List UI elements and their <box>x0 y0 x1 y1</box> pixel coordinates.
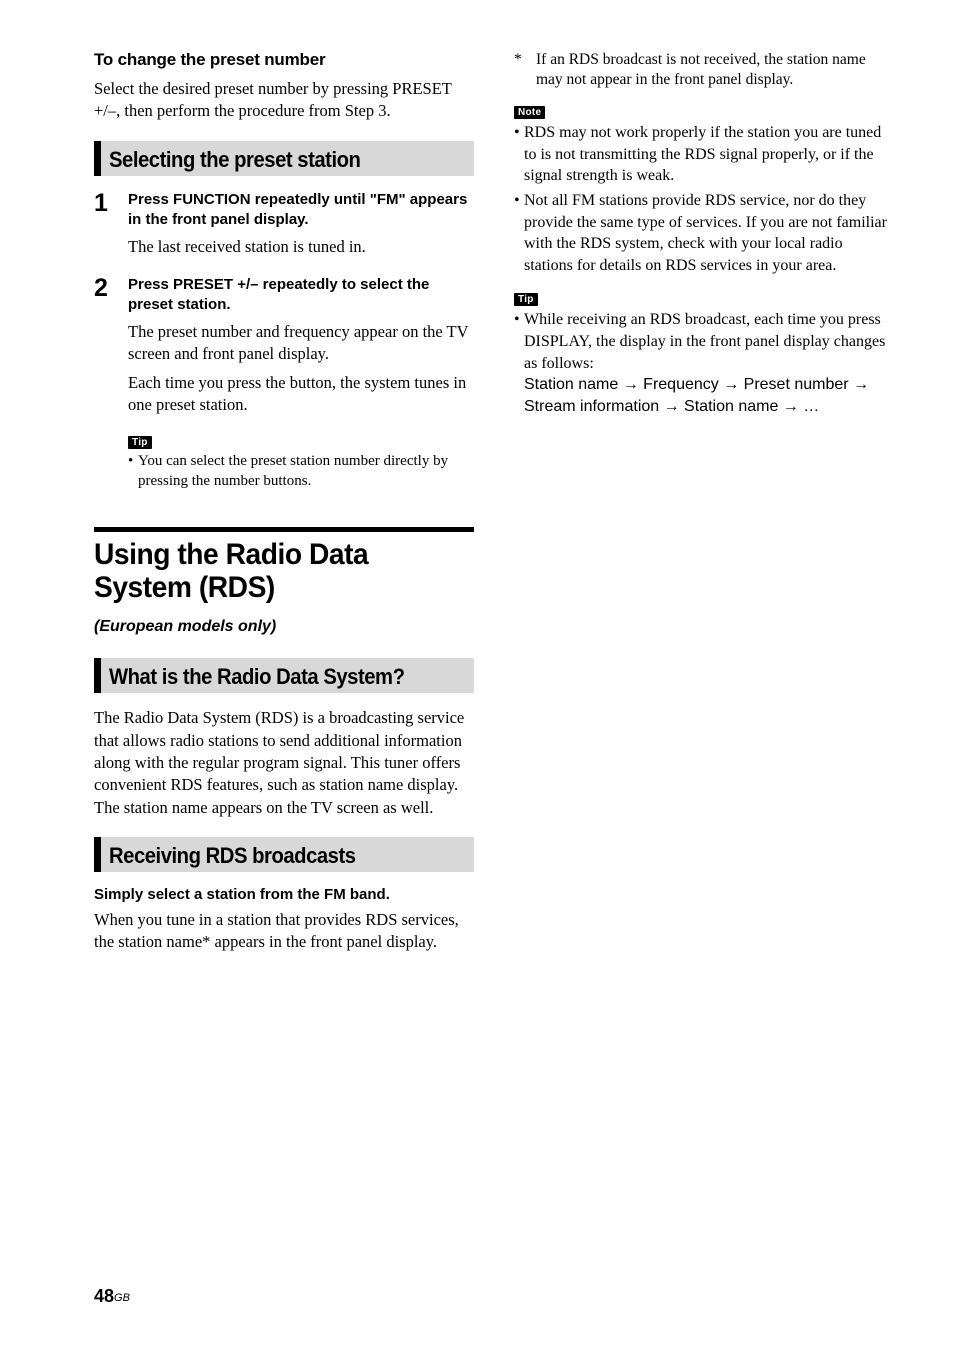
page-region: GB <box>114 1292 130 1304</box>
bullet-dot-icon: • <box>514 309 524 417</box>
tip-bullet-right-body: While receiving an RDS broadcast, each t… <box>524 309 894 417</box>
tip-badge-right: Tip <box>514 293 538 306</box>
section-divider <box>94 527 474 532</box>
tip-flow-text: Station name → Frequency → Preset number… <box>524 376 869 415</box>
step-1-number: 1 <box>94 190 128 265</box>
footnote-text: If an RDS broadcast is not received, the… <box>536 50 894 90</box>
tip-bullet-right-intro: While receiving an RDS broadcast, each t… <box>524 311 885 371</box>
step-2-heading: Press PRESET +/– repeatedly to select th… <box>128 275 474 316</box>
paragraph-change-preset: Select the desired preset number by pres… <box>94 78 474 123</box>
heading-change-preset: To change the preset number <box>94 50 474 70</box>
step-2-body: Press PRESET +/– repeatedly to select th… <box>128 275 474 423</box>
content-columns: To change the preset number Select the d… <box>94 50 894 972</box>
section-bar-receiving: Receiving RDS broadcasts <box>94 837 474 872</box>
section-bar-selecting: Selecting the preset station <box>94 141 474 176</box>
bullet-dot-icon: • <box>514 190 524 276</box>
tip-bullet-text: You can select the preset station number… <box>138 452 474 491</box>
step-1-body: Press FUNCTION repeatedly until "FM" app… <box>128 190 474 265</box>
paragraph-whatis: The Radio Data System (RDS) is a broadca… <box>94 707 474 818</box>
footnote: * If an RDS broadcast is not received, t… <box>514 50 894 90</box>
footnote-star: * <box>514 50 536 90</box>
subtitle-european: (European models only) <box>94 618 474 636</box>
tip-bullets-right: • While receiving an RDS broadcast, each… <box>514 309 894 417</box>
step-2: 2 Press PRESET +/– repeatedly to select … <box>94 275 474 423</box>
page-number-value: 48 <box>94 1286 114 1306</box>
right-column: * If an RDS broadcast is not received, t… <box>514 50 894 972</box>
section-bar-whatis: What is the Radio Data System? <box>94 658 474 693</box>
tip-bullet: • You can select the preset station numb… <box>128 452 474 491</box>
section-bar-whatis-text: What is the Radio Data System? <box>109 664 436 689</box>
note-bullet-1: • RDS may not work properly if the stati… <box>514 122 894 187</box>
step-2-number: 2 <box>94 275 128 423</box>
section-bar-receiving-text: Receiving RDS broadcasts <box>109 843 436 868</box>
tip-bullet-right: • While receiving an RDS broadcast, each… <box>514 309 894 417</box>
step-2-text2: Each time you press the button, the syst… <box>128 372 474 417</box>
step-tip-block: Tip • You can select the preset station … <box>102 432 474 491</box>
step-1-text: The last received station is tuned in. <box>128 236 474 258</box>
note-bullet-1-text: RDS may not work properly if the station… <box>524 122 894 187</box>
bullet-dot-icon: • <box>128 452 138 491</box>
note-bullet-2: • Not all FM stations provide RDS servic… <box>514 190 894 276</box>
step-2-text1: The preset number and frequency appear o… <box>128 321 474 366</box>
page-number: 48GB <box>94 1286 130 1307</box>
step-1-heading: Press FUNCTION repeatedly until "FM" app… <box>128 190 474 231</box>
spacer <box>514 279 894 289</box>
left-column: To change the preset number Select the d… <box>94 50 474 972</box>
main-heading-rds: Using the Radio Data System (RDS) <box>94 538 451 604</box>
heading-simply-select: Simply select a station from the FM band… <box>94 886 474 903</box>
note-badge: Note <box>514 106 545 119</box>
note-bullets: • RDS may not work properly if the stati… <box>514 122 894 276</box>
step-1: 1 Press FUNCTION repeatedly until "FM" a… <box>94 190 474 265</box>
section-bar-selecting-text: Selecting the preset station <box>109 147 436 172</box>
paragraph-receiving: When you tune in a station that provides… <box>94 909 474 954</box>
note-bullet-2-text: Not all FM stations provide RDS service,… <box>524 190 894 276</box>
tip-badge: Tip <box>128 436 152 449</box>
bullet-dot-icon: • <box>514 122 524 187</box>
